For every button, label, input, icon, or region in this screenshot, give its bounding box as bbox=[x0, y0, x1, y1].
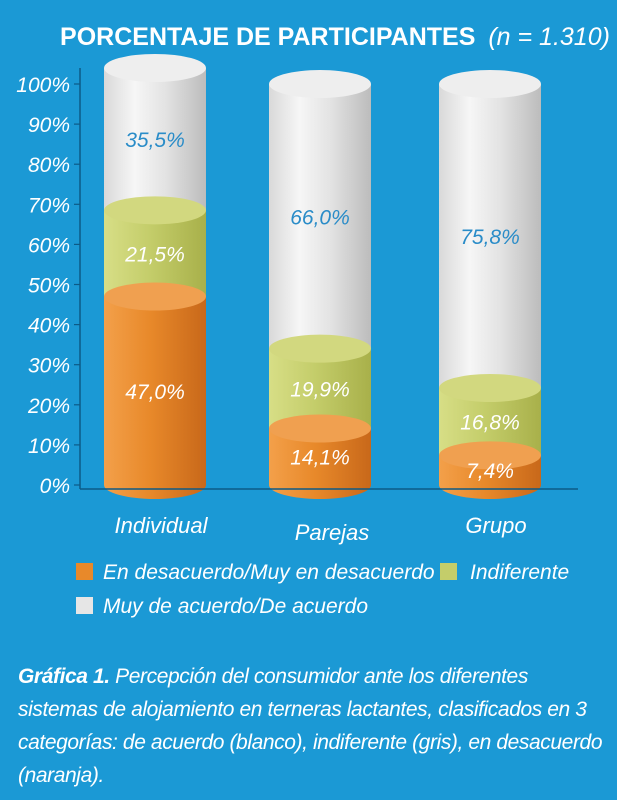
bar-segment-top bbox=[439, 373, 541, 402]
y-tick-label: 100% bbox=[16, 74, 70, 97]
bar-segment-top bbox=[104, 282, 206, 311]
y-tick-label: 20% bbox=[27, 395, 70, 418]
legend-swatch bbox=[76, 597, 93, 614]
bar-segment bbox=[104, 67, 206, 225]
y-tick-label: 0% bbox=[40, 475, 70, 498]
y-tick-label: 40% bbox=[28, 315, 70, 338]
bar-segment bbox=[269, 428, 371, 499]
data-label: 21,5% bbox=[124, 243, 185, 266]
legend-label: En desacuerdo/Muy en desacuerdo bbox=[103, 561, 435, 584]
bar-group-individual: 47,0% 21,5% 35,5% bbox=[104, 53, 206, 499]
legend-label: Indiferente bbox=[470, 561, 569, 584]
data-label: 35,5% bbox=[125, 129, 185, 152]
bar-segment bbox=[104, 296, 206, 499]
chart-title-main: PORCENTAJE DE PARTICIPANTES bbox=[60, 23, 475, 51]
bar-segment-top bbox=[269, 70, 371, 98]
x-tick-label: Parejas bbox=[295, 520, 370, 545]
bars: 47,0%21,5%35,5%14,1%19,9%66,0%7,4%16,8%7… bbox=[104, 53, 541, 499]
y-tick-label: 50% bbox=[28, 275, 70, 298]
legend-label: Muy de acuerdo/De acuerdo bbox=[103, 595, 368, 618]
chart-subtitle: (n = 1.310) bbox=[488, 23, 610, 51]
bar-segment-top bbox=[104, 53, 206, 82]
data-label: 14,1% bbox=[290, 447, 350, 470]
bar-group-grupo: 7,4% 16,8% 75,8% bbox=[439, 70, 541, 499]
y-tick-label: 30% bbox=[28, 355, 70, 378]
legend: En desacuerdo/Muy en desacuerdo Indiferen… bbox=[76, 561, 569, 618]
data-label: 66,0% bbox=[290, 206, 350, 229]
y-tick-label: 80% bbox=[28, 154, 70, 177]
x-axis: Individual Parejas Grupo bbox=[80, 488, 578, 545]
x-tick-label: Grupo bbox=[465, 513, 526, 538]
data-label: 47,0% bbox=[125, 381, 185, 404]
figure-caption: Gráfica 1. Percepción del consumidor ant… bbox=[18, 660, 603, 792]
y-tick-label: 10% bbox=[28, 435, 70, 458]
y-tick-label: 60% bbox=[28, 234, 70, 257]
bar-segment-top bbox=[104, 196, 206, 225]
data-label: 75,8% bbox=[460, 226, 520, 249]
caption-label: Gráfica 1. bbox=[18, 665, 110, 688]
bar-segment-top bbox=[269, 414, 371, 443]
bar-segment-top bbox=[439, 70, 541, 98]
legend-swatch bbox=[76, 563, 93, 580]
legend-swatch bbox=[440, 563, 457, 580]
y-axis: 0% 10% 20% 30% 40% 50% 60% 70% 80% 90% 100% bbox=[16, 68, 81, 498]
y-tick-label: 70% bbox=[28, 194, 70, 217]
data-label: 16,8% bbox=[460, 412, 520, 435]
chart-title: PORCENTAJE DE PARTICIPANTES (n = 1.310) bbox=[60, 23, 610, 51]
bar-segment bbox=[269, 84, 371, 363]
data-label: 7,4% bbox=[466, 460, 514, 483]
bar-segment-top bbox=[439, 441, 541, 470]
y-tick-label: 90% bbox=[28, 114, 70, 137]
x-tick-label: Individual bbox=[115, 513, 209, 538]
chart: PORCENTAJE DE PARTICIPANTES (n = 1.310) … bbox=[16, 23, 610, 618]
data-label: 19,9% bbox=[290, 379, 350, 402]
bar-group-parejas: 14,1% 19,9% 66,0% bbox=[269, 70, 371, 499]
bar-segment bbox=[439, 84, 541, 402]
caption-text: Percepción del consumidor ante los difer… bbox=[18, 665, 603, 787]
bar-segment-top bbox=[269, 334, 371, 363]
